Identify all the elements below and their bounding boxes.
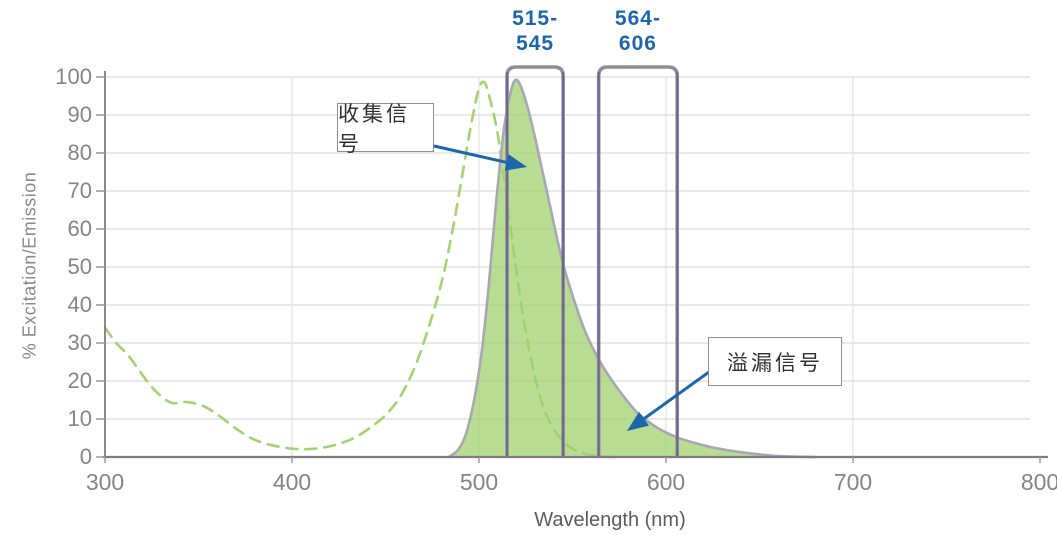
y-tick-label: 30 [68,330,92,355]
callout-arrow-line [641,370,710,422]
callout-collected-signal-text: 收集信号 [338,101,410,156]
filter-window-label-line: 606 [618,32,657,55]
x-axis-title: Wavelength (nm) [534,509,686,531]
y-tick-label: 10 [68,406,92,431]
y-tick-label: 70 [68,178,92,203]
callout-arrow-head [504,154,527,171]
callout-collected-signal: 收集信号 [337,102,434,156]
emission-spectrum-outline [447,78,817,459]
emission-spectrum-area [449,79,816,457]
filter-window-label-564-606: 564- 606 [578,6,698,56]
x-tick-label: 700 [834,469,872,495]
filter-window-label-line: 564- [614,7,661,30]
y-tick-label: 0 [80,444,92,469]
x-tick-label: 300 [86,469,124,495]
callout-arrow-line [433,144,509,165]
x-tick-label: 600 [647,469,685,495]
y-tick-label: 100 [55,64,92,89]
y-tick-label: 40 [68,292,92,317]
x-tick-label: 800 [1021,469,1057,495]
y-axis-title: % Excitation/Emission [19,171,40,360]
callout-spillover-signal: 溢漏信号 [708,337,842,386]
callout-spillover-signal-text: 溢漏信号 [727,350,823,375]
y-tick-label: 80 [68,140,92,165]
y-tick-label: 60 [68,216,92,241]
y-tick-label: 90 [68,102,92,127]
filter-window-label-line: 545 [516,32,555,55]
filter-window-label-line: 515- [512,7,559,30]
x-tick-label: 500 [460,469,498,495]
x-tick-label: 400 [273,469,311,495]
filter-window-label-515-545: 515- 545 [475,6,595,56]
y-tick-label: 50 [68,254,92,279]
callout-arrow-head [627,411,650,431]
y-tick-label: 20 [68,368,92,393]
